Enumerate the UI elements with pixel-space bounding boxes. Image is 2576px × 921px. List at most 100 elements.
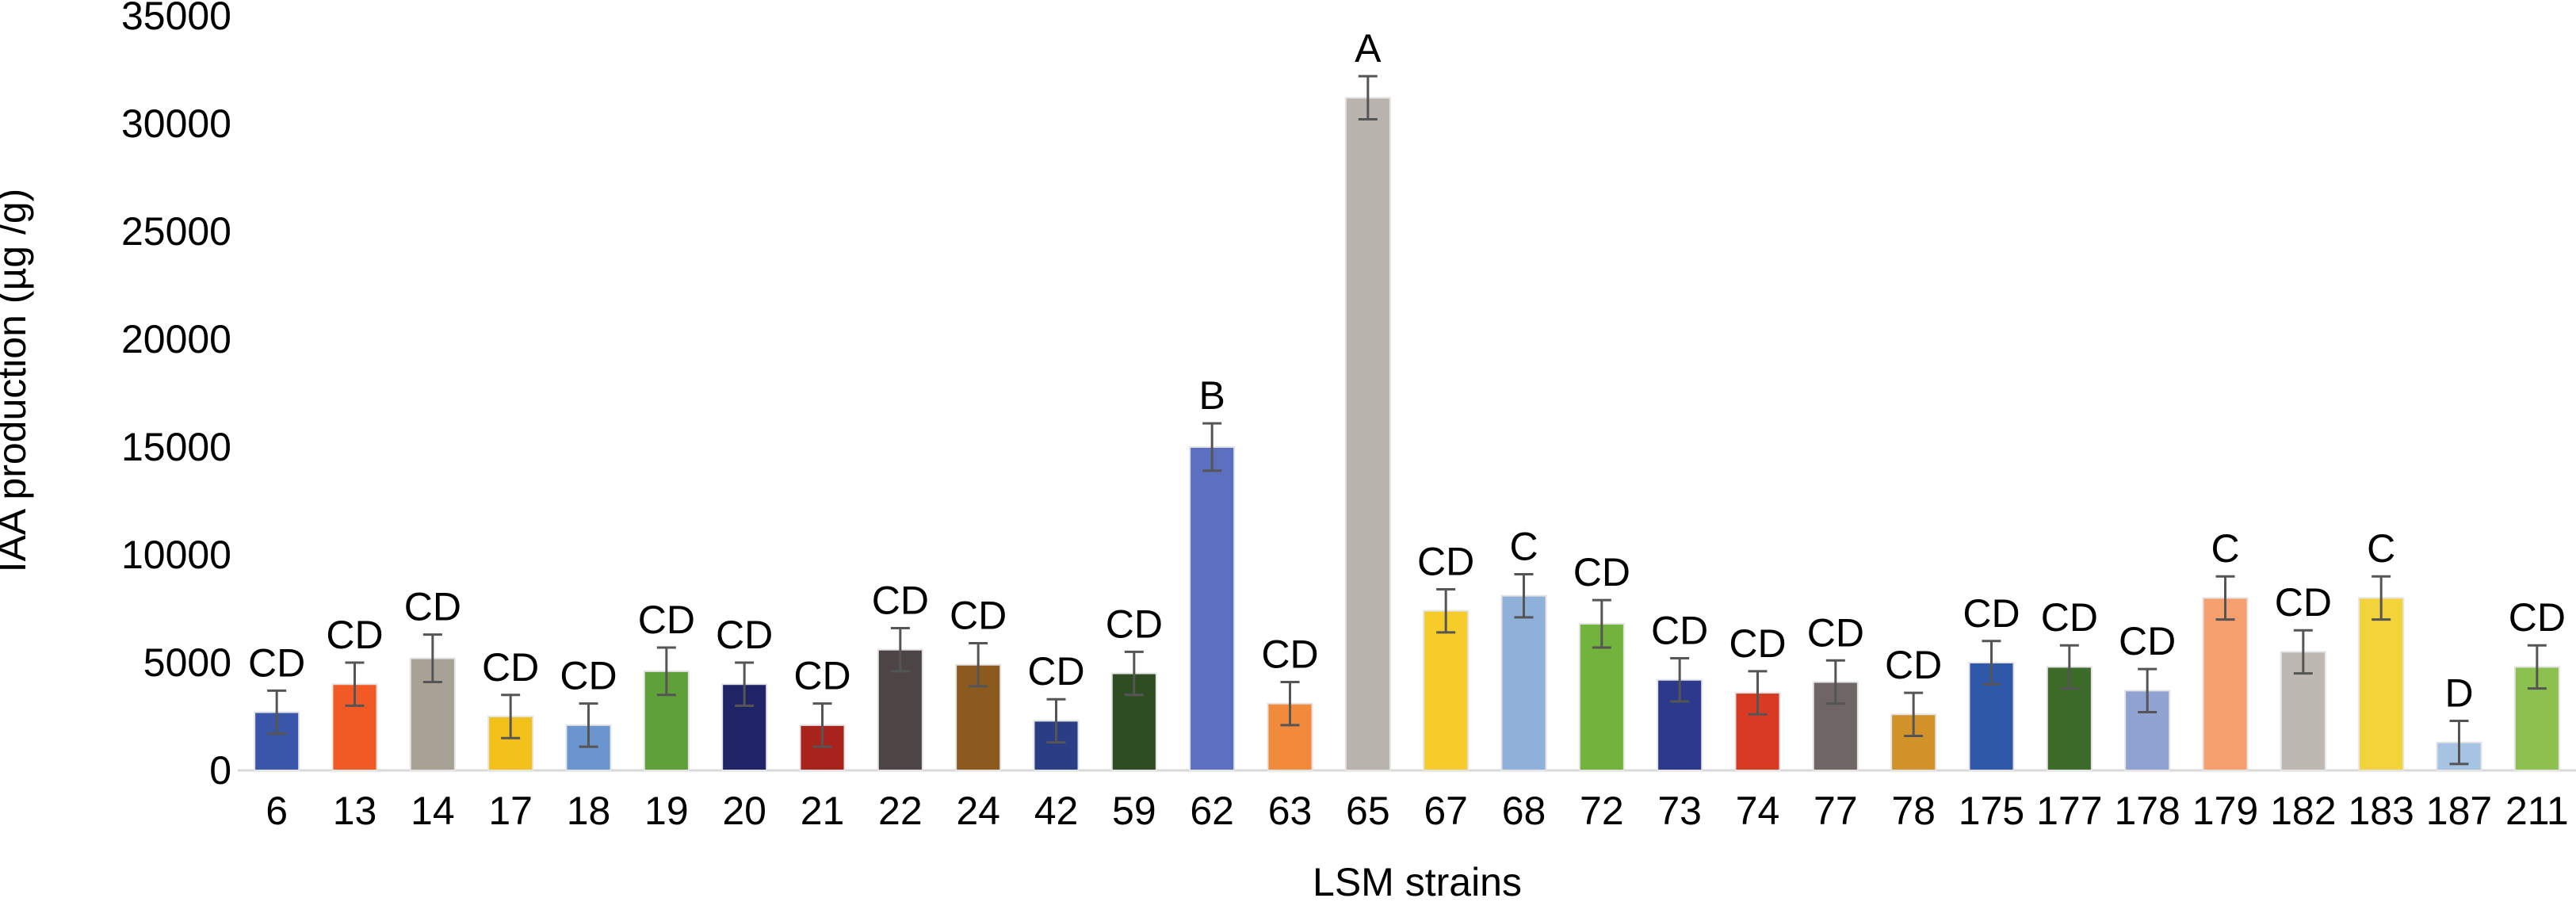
error-bar [1124, 650, 1144, 697]
y-tick-label: 0 [209, 748, 231, 793]
significance-letter: CD [872, 578, 929, 622]
error-bar [2449, 719, 2469, 766]
error-bar [2293, 629, 2313, 675]
x-tick-label: 65 [1346, 789, 1390, 833]
significance-letter: CD [560, 654, 617, 698]
y-tick-label: 15000 [121, 425, 231, 469]
significance-letter: C [2211, 526, 2239, 571]
error-bar [1436, 588, 1456, 634]
x-tick-label: 182 [2270, 789, 2336, 833]
significance-letter: CD [1729, 621, 1786, 666]
x-tick-label: 178 [2114, 789, 2180, 833]
error-bar [2138, 667, 2157, 714]
error-bar [2059, 644, 2079, 690]
bar [1344, 97, 1391, 772]
significance-letter: D [2444, 671, 2473, 715]
x-tick-label: 175 [1959, 789, 2024, 833]
error-bar [2372, 575, 2391, 621]
significance-letter: CD [1027, 649, 1084, 694]
bar [2202, 597, 2249, 772]
error-bar [2215, 575, 2235, 621]
significance-letter: CD [950, 594, 1007, 638]
bar [2358, 597, 2405, 772]
significance-letter: CD [2041, 595, 2098, 640]
error-bar [1982, 640, 2001, 686]
significance-letter: CD [1106, 602, 1163, 646]
x-tick-label: 73 [1657, 789, 1702, 833]
x-tick-labels: 6 13 14 17 18 19 20 21 22 24 42 59 62 63 65 67 68 72 73 74 7… [266, 789, 2568, 833]
significance-letter: CD [793, 654, 850, 698]
x-tick-label: 24 [956, 789, 1000, 833]
significance-letter: CD [1807, 610, 1864, 655]
error-bar [1748, 670, 1768, 716]
error-bar [1670, 657, 1690, 703]
x-tick-label: 211 [2505, 789, 2569, 833]
x-tick-label: 183 [2348, 789, 2414, 833]
error-bar [890, 626, 910, 673]
y-tick-label: 5000 [143, 640, 231, 685]
x-tick-label: 6 [266, 789, 288, 833]
error-bar [1904, 691, 1924, 737]
significance-letter: CD [1417, 540, 1474, 584]
x-axis-title: LSM strains [1313, 860, 1522, 904]
significance-letter: CD [2275, 580, 2332, 625]
x-tick-label: 177 [2036, 789, 2102, 833]
x-tick-label: 20 [722, 789, 766, 833]
significance-letter: CD [1963, 591, 2020, 636]
error-bars [267, 75, 2547, 766]
error-bar [735, 661, 755, 707]
significance-letter: CD [326, 613, 383, 657]
error-bar [501, 694, 521, 739]
y-tick-label: 35000 [121, 0, 231, 38]
significance-letter: B [1198, 373, 1225, 418]
y-tick-label: 25000 [121, 209, 231, 254]
significance-letter: A [1355, 26, 1382, 71]
significance-letter: C [1509, 524, 1538, 568]
significance-letter: C [2367, 526, 2395, 571]
error-bar [2527, 644, 2547, 690]
x-tick-label: 22 [878, 789, 923, 833]
x-tick-label: 74 [1736, 789, 1780, 833]
x-tick-label: 62 [1190, 789, 1234, 833]
x-tick-label: 21 [801, 789, 845, 833]
bar [1423, 610, 1470, 771]
significance-letter: CD [404, 585, 461, 629]
y-tick-label: 30000 [121, 101, 231, 146]
error-bar [267, 689, 287, 736]
x-tick-label: 72 [1580, 789, 1624, 833]
y-tick-labels: 0 5000 10000 15000 20000 25000 30000 35000 [121, 0, 231, 793]
bar [1500, 594, 1547, 771]
significance-letter: CD [716, 613, 773, 657]
significance-letter: CD [1885, 643, 1942, 687]
bar [643, 670, 690, 772]
x-tick-label: 13 [333, 789, 377, 833]
x-tick-label: 179 [2192, 789, 2258, 833]
x-tick-label: 18 [567, 789, 611, 833]
y-tick-label: 10000 [121, 533, 231, 577]
x-tick-label: 17 [488, 789, 533, 833]
y-tick-label: 20000 [121, 317, 231, 361]
x-tick-label: 67 [1424, 789, 1468, 833]
error-bar [1592, 598, 1611, 649]
significance-letter: CD [248, 640, 305, 685]
x-tick-label: 19 [644, 789, 689, 833]
x-tick-label: 14 [411, 789, 455, 833]
significance-letter: CD [482, 645, 539, 690]
error-bar [1358, 75, 1378, 121]
bars [254, 97, 2560, 772]
significance-letter: CD [638, 598, 695, 642]
significance-letter: CD [1573, 550, 1630, 594]
significance-letter: CD [1651, 609, 1708, 653]
x-tick-label: 77 [1814, 789, 1858, 833]
error-bar [1280, 680, 1300, 727]
error-bar [812, 702, 832, 748]
error-bar [1514, 572, 1534, 619]
significance-letter: CD [2119, 619, 2176, 663]
error-bar [345, 661, 365, 707]
error-bar [422, 633, 442, 683]
x-tick-label: 59 [1112, 789, 1156, 833]
error-bar [1046, 697, 1066, 744]
x-tick-label: 63 [1268, 789, 1313, 833]
